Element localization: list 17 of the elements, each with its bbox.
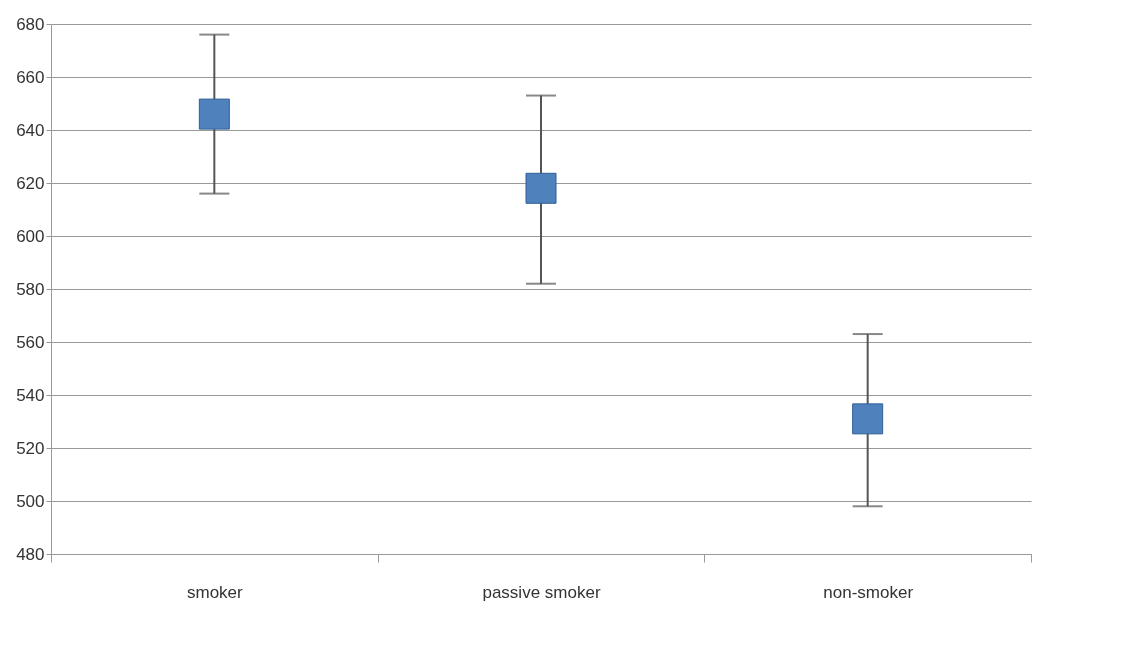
y-tick-label: 640 [16,120,45,140]
x-tick-label: passive smoker [482,582,601,602]
y-tick-label: 680 [16,14,45,34]
y-tick-label: 520 [16,438,45,458]
y-tick-label: 600 [16,226,45,246]
x-tick-label: smoker [186,582,244,602]
x-tick-label: non-smoker [823,582,914,602]
y-tick-label: 480 [16,544,45,564]
y-tick-label: 620 [16,173,45,193]
y-tick-label: 500 [16,491,45,511]
point [525,172,557,204]
y-tick-label: 580 [16,279,45,299]
y-tick-label: 540 [16,385,45,405]
y-tick-label: 560 [16,332,45,352]
y-tick-label: 660 [16,67,45,87]
point [852,403,884,435]
point [198,98,230,130]
